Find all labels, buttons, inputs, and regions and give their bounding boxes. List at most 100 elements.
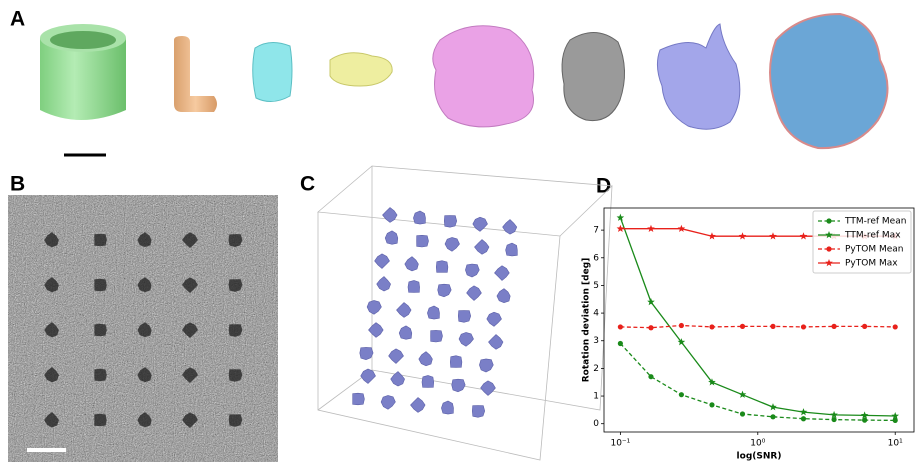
- panel-a: [40, 12, 889, 157]
- data-point: [831, 416, 837, 423]
- data-point: [678, 322, 684, 329]
- particle: [494, 265, 510, 281]
- y-tick-label: 2: [593, 364, 599, 374]
- particle: [44, 277, 59, 293]
- legend-marker: [826, 218, 832, 224]
- legend-label: PyTOM Max: [845, 259, 898, 269]
- y-axis-title: Rotation deviation [deg]: [582, 258, 592, 383]
- particle: [430, 330, 443, 343]
- data-point: [738, 232, 747, 240]
- density-map: [656, 23, 741, 130]
- particle: [458, 332, 474, 347]
- data-point: [800, 416, 807, 422]
- y-tick-label: 5: [593, 281, 599, 291]
- particle: [410, 397, 426, 413]
- panel-label: B: [10, 173, 25, 196]
- legend-label: PyTOM Mean: [845, 245, 903, 255]
- particle: [388, 348, 404, 364]
- density-map: [252, 42, 293, 102]
- particle: [444, 237, 460, 252]
- panel-label: A: [10, 8, 25, 31]
- particle: [94, 233, 107, 247]
- particles: [352, 207, 518, 418]
- particle: [228, 279, 243, 292]
- particle: [376, 276, 391, 292]
- x-axis-title: log(SNR): [737, 452, 782, 462]
- particle: [396, 302, 412, 318]
- particle: [182, 367, 198, 383]
- x-tick-label: 10¹: [888, 439, 903, 449]
- particle: [137, 277, 152, 293]
- data-point: [862, 417, 868, 423]
- density-map: [769, 12, 889, 150]
- particle: [44, 322, 59, 338]
- particle: [418, 351, 433, 367]
- legend-label: TTM-ref Max: [844, 231, 901, 241]
- density-map: [432, 25, 535, 128]
- particle: [137, 322, 152, 338]
- y-tick-label: 4: [593, 309, 599, 319]
- panel-label: C: [300, 173, 315, 196]
- data-point: [770, 323, 776, 329]
- cylinder: [40, 38, 126, 120]
- particle: [441, 400, 454, 415]
- particle: [413, 210, 426, 225]
- particle: [435, 260, 449, 273]
- data-point: [830, 410, 838, 419]
- particle: [182, 232, 198, 248]
- particle: [421, 375, 435, 388]
- particle: [44, 412, 59, 428]
- particle: [182, 277, 198, 293]
- data-point: [708, 378, 716, 386]
- particle: [443, 215, 458, 228]
- particle: [457, 310, 472, 323]
- panel-b: [8, 195, 278, 462]
- particle: [488, 334, 504, 350]
- particle: [380, 395, 396, 410]
- particle: [228, 324, 243, 337]
- plot-frame: [603, 207, 915, 433]
- particle: [44, 367, 59, 383]
- particle: [390, 371, 405, 387]
- data-point: [648, 374, 654, 380]
- particle: [465, 263, 480, 278]
- series-line: [619, 343, 896, 422]
- data-point: [860, 411, 869, 419]
- particle: [474, 239, 490, 255]
- data-point: [709, 324, 715, 330]
- data-point: [831, 323, 837, 329]
- data-point: [739, 411, 746, 417]
- l-shape: [174, 36, 217, 112]
- legend-box: [812, 210, 912, 274]
- y-tick-label: 3: [593, 336, 599, 346]
- cylinder-hole: [50, 31, 116, 49]
- data-point: [648, 325, 654, 331]
- particle: [384, 230, 399, 245]
- data-point: [647, 298, 655, 306]
- particle: [404, 256, 419, 272]
- particle: [182, 322, 198, 338]
- particle: [486, 311, 502, 327]
- particle: [466, 285, 482, 301]
- particle: [94, 368, 107, 382]
- data-point: [799, 232, 808, 240]
- y-tick-label: 6: [593, 253, 599, 263]
- particle: [94, 413, 107, 427]
- particle: [137, 232, 152, 247]
- particle: [449, 355, 463, 368]
- particle: [472, 216, 488, 232]
- particle: [360, 368, 376, 384]
- data-point: [739, 323, 746, 329]
- box-edge: [317, 165, 613, 237]
- x-tick-label: 10⁻¹: [610, 439, 630, 449]
- data-point: [709, 402, 715, 408]
- particle: [407, 280, 420, 293]
- particle: [137, 367, 152, 383]
- series-line: [620, 324, 896, 329]
- particle: [137, 412, 152, 428]
- data-point: [678, 392, 684, 398]
- particle: [496, 288, 511, 304]
- particle: [382, 207, 398, 223]
- data-point: [677, 224, 686, 232]
- y-tick-label: 7: [593, 226, 599, 236]
